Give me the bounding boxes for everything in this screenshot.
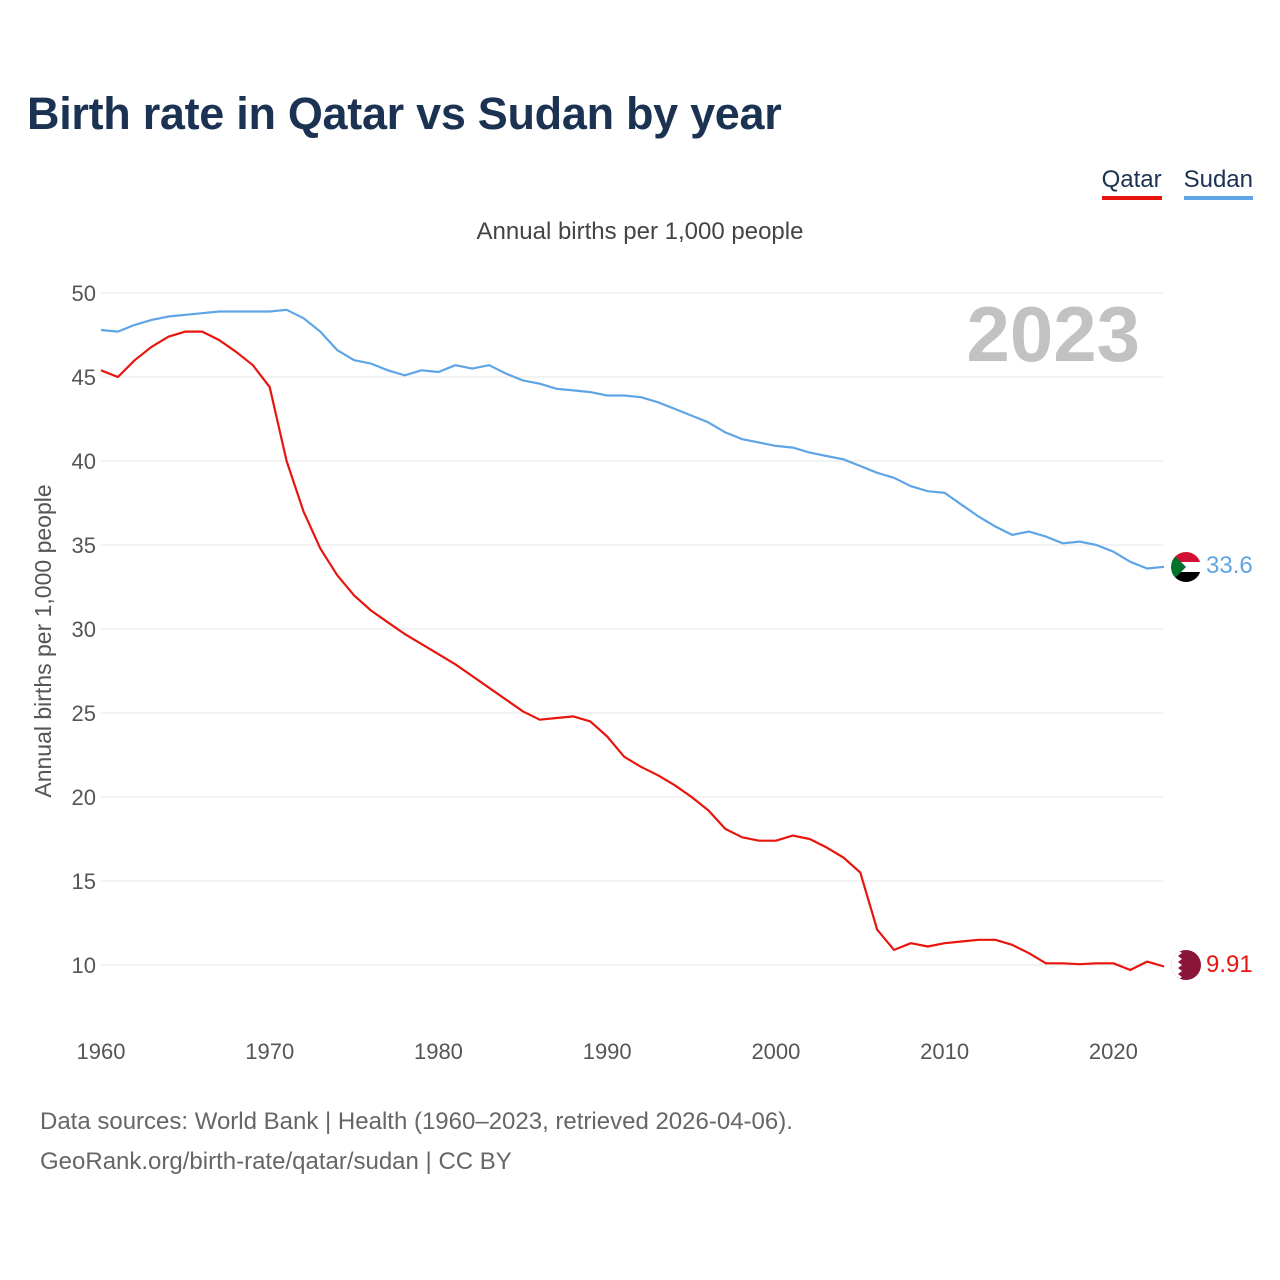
y-tick-label: 30 <box>72 617 96 642</box>
y-tick-label: 40 <box>72 449 96 474</box>
x-tick-label: 2000 <box>751 1039 800 1064</box>
x-tick-label: 1980 <box>414 1039 463 1064</box>
y-tick-label: 50 <box>72 281 96 306</box>
chart-subtitle: Annual births per 1,000 people <box>476 218 804 245</box>
x-axis-ticks: 1960 1970 1980 1990 2000 2010 2020 <box>77 1039 1138 1064</box>
qatar-end-value: 9.91 <box>1206 951 1253 978</box>
x-tick-label: 2010 <box>920 1039 969 1064</box>
sudan-end-value: 33.6 <box>1206 552 1253 579</box>
source-note: Data sources: World Bank | Health (1960–… <box>40 1108 793 1135</box>
y-tick-label: 45 <box>72 365 96 390</box>
qatar-flag-icon <box>1171 950 1201 980</box>
x-tick-label: 2020 <box>1089 1039 1138 1064</box>
end-markers <box>1171 552 1201 980</box>
grid-lines <box>101 292 1163 966</box>
legend-item-sudan[interactable]: Sudan <box>1183 166 1253 200</box>
series-line-sudan <box>100 308 1165 570</box>
source-link[interactable]: GeoRank.org/birth-rate/qatar/sudan | CC … <box>40 1148 512 1175</box>
y-tick-label: 35 <box>72 533 96 558</box>
x-tick-label: 1990 <box>583 1039 632 1064</box>
legend-item-qatar[interactable]: Qatar <box>1101 166 1162 200</box>
sudan-flag-icon <box>1171 552 1201 582</box>
series-line-qatar <box>100 330 1165 972</box>
chart-title: Birth rate in Qatar vs Sudan by year <box>27 88 782 139</box>
y-tick-label: 20 <box>72 785 96 810</box>
y-axis-ticks: 10 15 20 25 30 35 40 45 50 <box>72 281 96 978</box>
legend: Qatar Sudan <box>1101 166 1253 200</box>
y-tick-label: 15 <box>72 869 96 894</box>
series-lines <box>100 308 1165 972</box>
y-tick-label: 10 <box>72 953 96 978</box>
y-tick-label: 25 <box>72 701 96 726</box>
x-tick-label: 1960 <box>77 1039 126 1064</box>
x-tick-label: 1970 <box>245 1039 294 1064</box>
year-watermark: 2023 <box>966 290 1140 378</box>
y-axis-label: Annual births per 1,000 people <box>30 484 56 797</box>
